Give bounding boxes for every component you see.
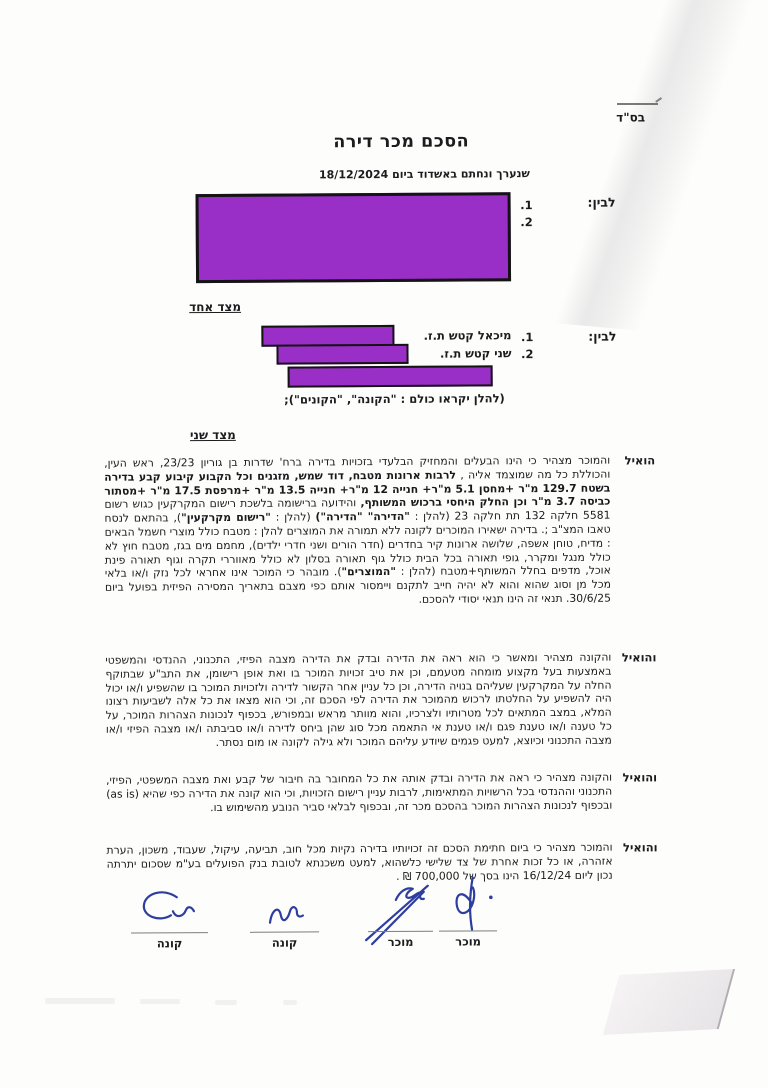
recital-body: והקונה מצהיר ומאשר כי הוא ראה את הדירה ו…	[105, 650, 612, 749]
side-note-first: מצד אחד	[189, 299, 242, 315]
signature-line	[131, 931, 209, 934]
signature-block-buyer-1: קונה	[250, 880, 320, 950]
scan-smudge	[283, 1000, 297, 1005]
scan-artifact-mark	[617, 103, 658, 105]
party-first-numbers: 1. 2.	[520, 197, 533, 231]
recital-4: והואיל והמוכר מצהיר כי ביום חתימת הסכם ז…	[2, 840, 768, 882]
between-label-second: לבין:	[588, 328, 617, 344]
signature-role-label: מוכר	[387, 934, 414, 949]
redaction-box-buyer-3	[287, 365, 493, 388]
party-first-number-2: 2.	[520, 215, 533, 230]
scan-smudge	[140, 999, 180, 1004]
recital-body: והמוכר מצהיר כי הינו הבעלים והמחזיק הבלע…	[104, 453, 612, 606]
collective-clause: (להלן יקראו כולם : "הקונה", "הקונים");	[284, 391, 505, 407]
signature-role-label: קונה	[156, 936, 183, 951]
party-second-number-1: 1.	[520, 330, 534, 345]
party-second-number-2: 2.	[521, 347, 534, 362]
bsd-header: בס"ד	[616, 110, 646, 125]
buyer-name-2: שני קטש ת.ז.	[439, 346, 512, 361]
recital-1: הואיל והמוכר מצהיר כי הינו הבעלים והמחזי…	[0, 453, 768, 605]
signature-mark	[455, 876, 493, 931]
scan-smudge	[215, 1000, 237, 1005]
signature-mark	[268, 906, 305, 924]
redaction-box-seller	[195, 192, 512, 284]
contract-subtitle: שנערך ונחתם באשדוד ביום 18/12/2024	[318, 167, 530, 182]
redaction-box-buyer-2	[276, 343, 409, 365]
signature-mark	[142, 891, 196, 920]
recital-body: והמוכר מצהיר כי ביום חתימת הסכם זה זכויו…	[106, 840, 613, 883]
signature-block-seller-1: מוכר	[439, 876, 498, 949]
contract-title: הסכם מכר דירה	[333, 131, 470, 153]
signature-line	[250, 930, 320, 933]
buyer-name-1: מיכאל קטש ת.ז.	[423, 328, 512, 343]
between-label-first: לבין:	[587, 194, 616, 210]
signature-role-label: קונה	[271, 935, 298, 950]
party-second-numbers: 1. 2.	[521, 329, 534, 363]
signature-block-seller-2: מוכר	[364, 880, 434, 949]
signature-role-label: מוכר	[455, 934, 482, 949]
side-note-second: מצד שני	[189, 427, 236, 443]
recital-3: והואיל והקונה מצהיר כי ראה את הדירה ובדק…	[2, 770, 768, 813]
recital-body: והקונה מצהיר כי ראה את הדירה ובדק אותה א…	[106, 770, 613, 814]
recital-2: והואיל והקונה מצהיר ומאשר כי הוא ראה את …	[1, 650, 768, 748]
scan-smudge	[45, 998, 115, 1004]
party-first-number-1: 1.	[520, 198, 533, 213]
signature-block-buyer-2: קונה	[131, 881, 209, 951]
